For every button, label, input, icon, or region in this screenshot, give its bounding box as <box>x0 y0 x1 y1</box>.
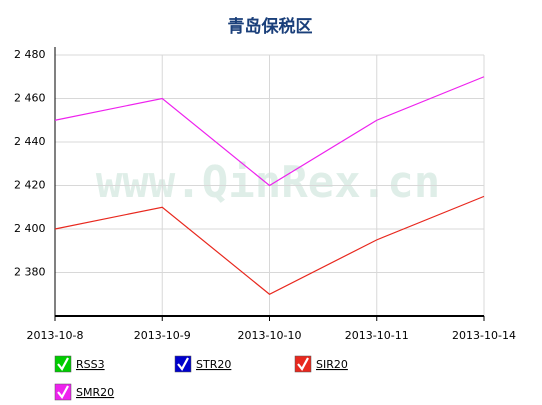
legend-item[interactable]: SMR20 <box>54 383 114 401</box>
series-line <box>54 195 485 295</box>
y-tick-label: 2 460 <box>14 92 46 105</box>
watermark: www.QinRex.cn <box>96 157 440 208</box>
legend-item[interactable]: RSS3 <box>54 355 105 373</box>
check-mark <box>177 357 189 371</box>
legend-label: SMR20 <box>76 386 114 399</box>
x-tick-label: 2013-10-10 <box>238 329 302 342</box>
check-mark <box>57 357 69 371</box>
y-tick-label: 2 380 <box>14 266 46 279</box>
y-tick-label: 2 440 <box>14 135 46 148</box>
x-tick-label: 2013-10-11 <box>345 329 409 342</box>
x-tick-label: 2013-10-14 <box>452 329 516 342</box>
series-line <box>54 76 485 187</box>
legend-label: STR20 <box>196 358 231 371</box>
x-tick-label: 2013-10-8 <box>27 329 84 342</box>
chart-title: 青岛保税区 <box>228 16 313 37</box>
legend-item[interactable]: STR20 <box>174 355 231 373</box>
y-tick-label: 2 420 <box>14 179 46 192</box>
y-tick-label: 2 400 <box>14 222 46 235</box>
x-tick-label: 2013-10-9 <box>134 329 191 342</box>
legend-label: SIR20 <box>316 358 348 371</box>
check-mark <box>57 385 69 399</box>
legend-label: RSS3 <box>76 358 105 371</box>
check-mark <box>297 357 309 371</box>
legend-item[interactable]: SIR20 <box>294 355 348 373</box>
y-tick-label: 2 480 <box>14 48 46 61</box>
